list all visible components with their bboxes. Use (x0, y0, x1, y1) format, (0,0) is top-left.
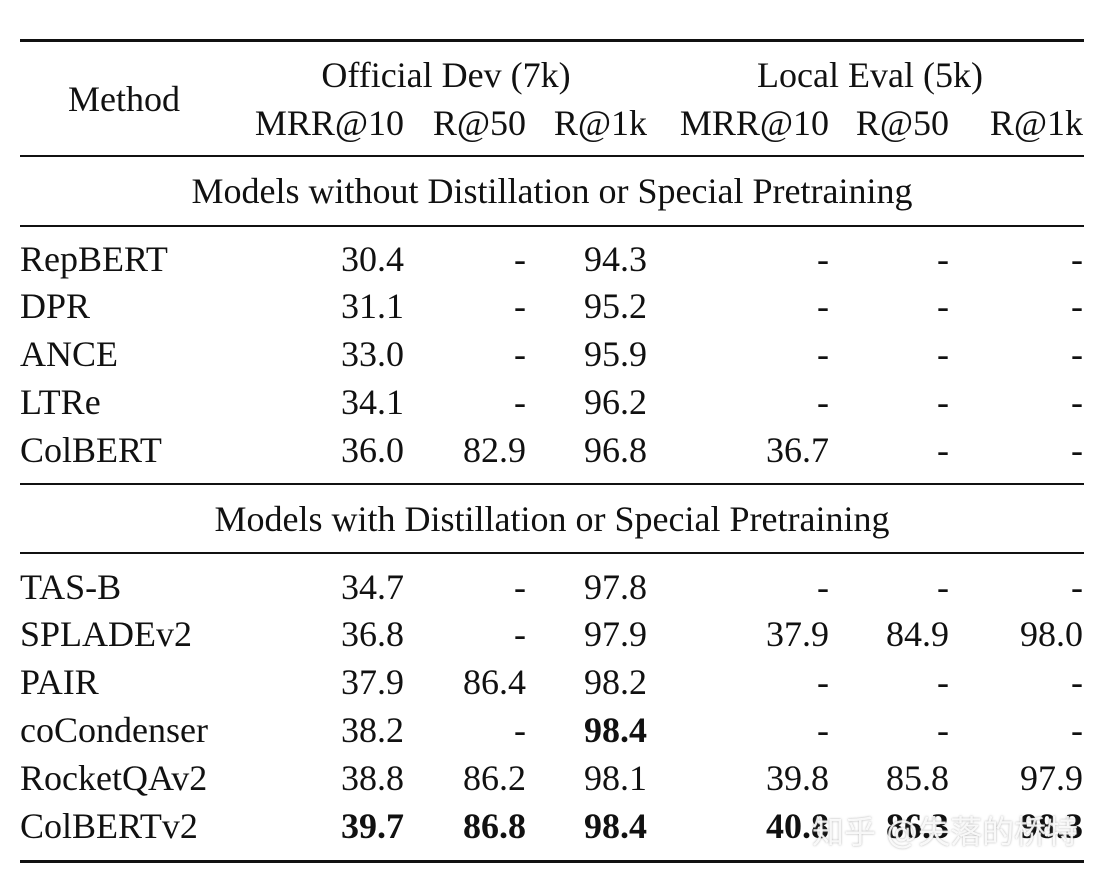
cell-r1k-local: - (1071, 662, 1083, 702)
cell-r50-local: - (937, 239, 949, 279)
cell-r50-local: 84.9 (886, 614, 949, 654)
cell-r50-official: - (514, 710, 526, 750)
cell-r1k-local: - (1071, 430, 1083, 470)
cell-r1k-official-best: 98.4 (584, 806, 647, 846)
cell-r50-official: - (514, 239, 526, 279)
cell-r50-official: - (514, 286, 526, 326)
cell-mrr10-local: - (817, 334, 829, 374)
cell-mrr10-official: 31.1 (341, 286, 404, 326)
bottom-rule (20, 860, 1084, 863)
row-method: ColBERTv2 (20, 806, 198, 846)
cell-r1k-official: 97.9 (584, 614, 647, 654)
cell-mrr10-local-best: 40.8 (766, 806, 829, 846)
top-rule (20, 39, 1084, 42)
cell-r1k-local: - (1071, 239, 1083, 279)
cell-mrr10-local: 39.8 (766, 758, 829, 798)
cell-r50-official: 82.9 (463, 430, 526, 470)
cell-r1k-official: 96.2 (584, 382, 647, 422)
row-method: SPLADEv2 (20, 614, 193, 654)
section2-top-rule (20, 483, 1084, 485)
cell-r1k-local: - (1071, 567, 1083, 607)
header-group-local: Local Eval (5k) (757, 55, 983, 95)
cell-mrr10-official: 38.8 (341, 758, 404, 798)
cell-r1k-local: 97.9 (1020, 758, 1083, 798)
cell-mrr10-local: - (817, 382, 829, 422)
cell-r1k-official: 95.9 (584, 334, 647, 374)
cell-r1k-local: - (1071, 382, 1083, 422)
cell-r50-official: - (514, 382, 526, 422)
cell-r50-local: - (937, 710, 949, 750)
row-method: TAS-B (20, 567, 122, 607)
cell-mrr10-local: - (817, 567, 829, 607)
cell-r1k-local: - (1071, 286, 1083, 326)
cell-r1k-local: - (1071, 334, 1083, 374)
cell-mrr10-official: 38.2 (341, 710, 404, 750)
cell-r1k-official: 98.2 (584, 662, 647, 702)
cell-mrr10-local: 36.7 (766, 430, 829, 470)
watermark: 知乎 @失落的桥特 (812, 813, 1079, 851)
header-col-r1k-official: R@1k (553, 103, 647, 143)
cell-r50-local-best: 86.3 (886, 806, 949, 846)
cell-mrr10-official: 36.8 (341, 614, 404, 654)
cell-r1k-official-best: 98.4 (584, 710, 647, 750)
row-method: PAIR (20, 662, 99, 702)
cell-r1k-local: - (1071, 710, 1083, 750)
cell-mrr10-local: - (817, 710, 829, 750)
row-method: coCondenser (20, 710, 208, 750)
cell-mrr10-local: 37.9 (766, 614, 829, 654)
cell-r50-local: - (937, 382, 949, 422)
header-rule (20, 155, 1084, 157)
header-col-mrr10-official: MRR@10 (254, 103, 404, 143)
row-method: RepBERT (20, 239, 168, 279)
cell-r50-local: - (937, 334, 949, 374)
cell-r50-local: - (937, 662, 949, 702)
cell-r1k-official: 95.2 (584, 286, 647, 326)
header-col-r50-official: R@50 (432, 103, 526, 143)
section1-rule (20, 225, 1084, 227)
cell-r50-local: 85.8 (886, 758, 949, 798)
section-title: Models with Distillation or Special Pret… (214, 499, 890, 539)
cell-mrr10-local: - (817, 286, 829, 326)
header-col-r1k-local: R@1k (989, 103, 1083, 143)
cell-r1k-official: 97.8 (584, 567, 647, 607)
cell-r50-official: - (514, 334, 526, 374)
row-method: DPR (20, 286, 91, 326)
cell-mrr10-local: - (817, 662, 829, 702)
cell-r1k-local: 98.0 (1020, 614, 1083, 654)
cell-r50-official: - (514, 614, 526, 654)
cell-r1k-official: 98.1 (584, 758, 647, 798)
cell-r50-local: - (937, 430, 949, 470)
cell-mrr10-local: - (817, 239, 829, 279)
row-method: ColBERT (20, 430, 162, 470)
cell-r1k-local-best: 98.3 (1020, 806, 1083, 846)
cell-r1k-official: 94.3 (584, 239, 647, 279)
cell-mrr10-official: 37.9 (341, 662, 404, 702)
row-method: LTRe (20, 382, 101, 422)
cell-r50-official: 86.4 (463, 662, 526, 702)
cell-r50-official-best: 86.8 (463, 806, 526, 846)
cell-r50-official: - (514, 567, 526, 607)
cell-mrr10-official: 30.4 (341, 239, 404, 279)
header-col-r50-local: R@50 (855, 103, 949, 143)
cell-r1k-official: 96.8 (584, 430, 647, 470)
section2-rule (20, 552, 1084, 554)
row-method: ANCE (20, 334, 118, 374)
cell-mrr10-official-best: 39.7 (341, 806, 404, 846)
cell-mrr10-official: 34.1 (341, 382, 404, 422)
cell-mrr10-official: 36.0 (341, 430, 404, 470)
cell-mrr10-official: 34.7 (341, 567, 404, 607)
cell-r50-local: - (937, 567, 949, 607)
row-method: RocketQAv2 (20, 758, 208, 798)
header-group-official: Official Dev (7k) (321, 55, 571, 95)
section-title: Models without Distillation or Special P… (191, 171, 913, 211)
cell-mrr10-official: 33.0 (341, 334, 404, 374)
cell-r50-local: - (937, 286, 949, 326)
header-col-mrr10-local: MRR@10 (679, 103, 829, 143)
header-method: Method (68, 79, 180, 119)
cell-r50-official: 86.2 (463, 758, 526, 798)
